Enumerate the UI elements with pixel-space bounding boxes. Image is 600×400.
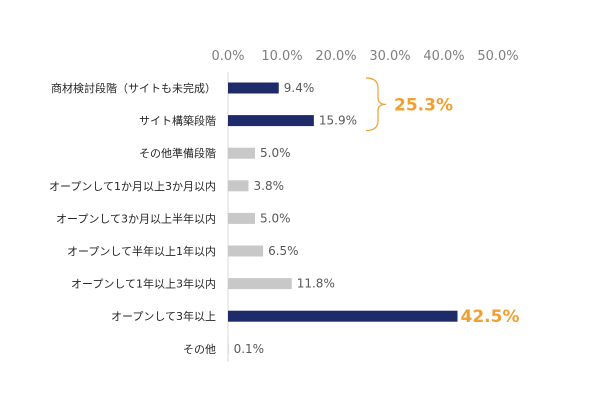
value-label: 6.5% — [268, 244, 299, 258]
category-label: オープンして半年以上1年以内 — [67, 244, 216, 258]
value-label: 0.1% — [234, 342, 265, 356]
bar — [228, 245, 264, 257]
group-bracket: 25.3% — [365, 77, 453, 132]
x-tick-label: 10.0% — [261, 49, 302, 64]
category-label: オープンして3か月以上半年以内 — [56, 211, 216, 225]
bar — [228, 212, 255, 224]
bar — [228, 147, 255, 159]
highlight-value-label: 42.5% — [461, 307, 520, 327]
category-label: オープンして1か月以上3か月以内 — [49, 179, 216, 193]
value-label: 3.8% — [254, 179, 285, 193]
category-label: 商材検討段階（サイトも未完成） — [51, 81, 216, 95]
x-tick-label: 20.0% — [315, 49, 356, 64]
value-label: 9.4% — [284, 81, 315, 95]
bar — [228, 278, 292, 290]
bracket-line — [365, 77, 387, 132]
bar — [228, 115, 314, 127]
category-label: その他 — [183, 343, 216, 356]
bracket-total-label: 25.3% — [394, 95, 453, 115]
value-label: 11.8% — [297, 277, 335, 291]
x-tick-label: 50.0% — [477, 49, 518, 64]
bar — [228, 180, 249, 192]
category-label: サイト構築段階 — [139, 114, 216, 128]
category-label: その他準備段階 — [139, 146, 216, 160]
category-label: オープンして3年以上 — [111, 309, 216, 323]
value-label: 15.9% — [319, 114, 357, 128]
category-label: オープンして1年以上3年以内 — [71, 277, 216, 291]
bar — [228, 82, 279, 94]
x-tick-label: 40.0% — [423, 49, 464, 64]
value-label: 5.0% — [260, 146, 291, 160]
x-tick-label: 30.0% — [369, 49, 410, 64]
bar — [228, 343, 229, 355]
x-tick-label: 0.0% — [211, 49, 244, 64]
bars: 商材検討段階（サイトも未完成） 9.4% サイト構築段階 15.9% その他準備段階 5.… — [49, 81, 520, 356]
x-axis-ticks: 0.0% 10.0% 20.0% 30.0% 40.0% 50.0% — [211, 49, 518, 64]
value-label: 5.0% — [260, 211, 291, 225]
bar — [228, 310, 458, 322]
